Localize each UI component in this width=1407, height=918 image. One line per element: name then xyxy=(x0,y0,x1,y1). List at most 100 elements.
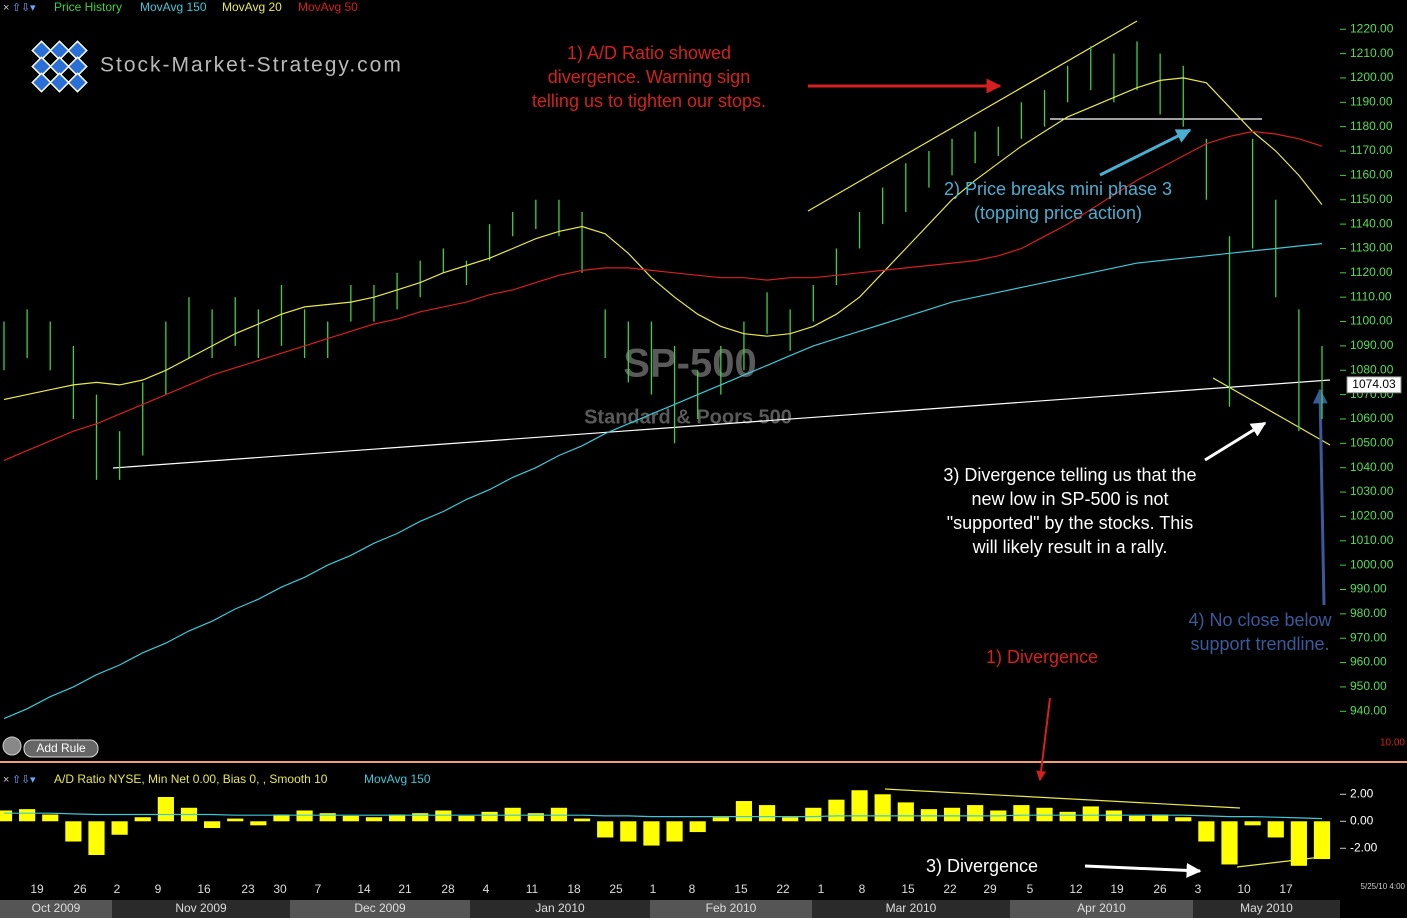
x-tick-label: 7 xyxy=(315,882,322,896)
toolbar-icons: × ⇧ ⇩ ▾ × ⇧ ⇩ ▾ xyxy=(3,2,36,786)
button-label[interactable]: Add Rule xyxy=(36,741,86,755)
y-tick-label: 950.00 xyxy=(1350,679,1387,693)
y-tick-label: 1020.00 xyxy=(1350,509,1394,523)
annotation: 1) A/D Ratio showed xyxy=(567,43,731,63)
bar xyxy=(296,810,313,822)
bar xyxy=(504,807,521,822)
annotation: telling us to tighten our stops. xyxy=(532,91,766,111)
line xyxy=(3,77,1323,401)
bar xyxy=(42,814,59,822)
bar xyxy=(388,814,406,822)
svg-text:▾: ▾ xyxy=(30,774,36,786)
arrows xyxy=(808,78,1328,878)
bar xyxy=(874,794,891,822)
x-tick-label: 23 xyxy=(241,882,255,896)
annotation: (topping price action) xyxy=(974,203,1142,223)
legend-entry: MovAvg 150 xyxy=(140,0,207,14)
month-label: Dec 2009 xyxy=(354,901,406,915)
chart-subtitle: Standard & Poors 500 xyxy=(584,406,792,428)
x-tick-label: 25 xyxy=(609,882,623,896)
y-tick-label: 1000.00 xyxy=(1350,557,1394,571)
bar xyxy=(1013,805,1030,822)
bar xyxy=(920,809,938,822)
x-tick-label: 4 xyxy=(483,882,490,896)
y-tick-label: 1080.00 xyxy=(1350,362,1394,376)
x-tick-label: 22 xyxy=(776,882,790,896)
annotation: "supported" by the stocks. This xyxy=(947,513,1194,533)
x-tick-label: 9 xyxy=(155,882,162,896)
bar xyxy=(943,807,961,822)
bar xyxy=(273,814,290,822)
bar xyxy=(620,821,637,842)
watermark: Stock-Market-Strategy.com xyxy=(100,54,403,77)
x-tick-label: 19 xyxy=(30,882,44,896)
month-label: Apr 2010 xyxy=(1077,901,1126,915)
month-band xyxy=(1193,900,1340,918)
x-tick-label: 14 xyxy=(357,882,371,896)
month-band xyxy=(1010,900,1193,918)
svg-text:×: × xyxy=(3,774,9,786)
x-tick-label: 16 xyxy=(197,882,211,896)
annotation: new low in SP-500 is not xyxy=(971,489,1168,509)
x-tick-label: 15 xyxy=(901,882,915,896)
bar xyxy=(1267,821,1284,838)
bar xyxy=(365,817,383,822)
bar xyxy=(0,810,13,822)
bar xyxy=(1221,821,1238,865)
svg-text:⇩: ⇩ xyxy=(21,774,30,786)
y-tick-label: 1090.00 xyxy=(1350,338,1394,352)
y-tick-label: 970.00 xyxy=(1350,630,1387,644)
y-tick-label: 1190.00 xyxy=(1350,94,1393,108)
x-tick-label: 8 xyxy=(689,882,696,896)
svg-text:×: × xyxy=(3,2,9,14)
x-tick-label: 22 xyxy=(943,882,957,896)
annotation: 3) Divergence xyxy=(926,856,1038,876)
bar xyxy=(643,821,660,846)
x-tick-label: 11 xyxy=(526,882,539,896)
bar xyxy=(689,821,706,833)
y-tick-label: 1140.00 xyxy=(1350,216,1393,230)
bar xyxy=(204,821,221,829)
logo xyxy=(31,40,88,93)
x-tick-label: 5 xyxy=(1027,882,1034,896)
month-band xyxy=(112,900,290,918)
line xyxy=(3,130,1323,461)
y-tick-label: 1210.00 xyxy=(1350,46,1394,60)
bar xyxy=(573,818,591,822)
bar xyxy=(134,817,151,822)
bar xyxy=(1059,811,1076,822)
month-label: May 2010 xyxy=(1240,901,1293,915)
svg-text:⇧: ⇧ xyxy=(12,774,21,786)
bar xyxy=(1313,821,1331,860)
bar xyxy=(967,805,984,822)
annotation: will likely result in a rally. xyxy=(972,537,1168,557)
bar xyxy=(550,807,568,822)
bar xyxy=(111,821,128,835)
add-rule-button[interactable]: Add Rule xyxy=(2,736,99,758)
bar xyxy=(735,801,753,822)
bar xyxy=(712,817,729,822)
timestamp: 5/25/10 4:00 xyxy=(1361,882,1406,891)
y-tick-label: 1220.00 xyxy=(1350,21,1394,35)
bar xyxy=(1175,817,1192,822)
y-tick-label: 1010.00 xyxy=(1350,533,1394,547)
bar xyxy=(828,799,845,822)
y-tick-label: 0.00 xyxy=(1350,813,1374,827)
y-tick-label: 1120.00 xyxy=(1350,265,1393,279)
x-tick-label: 8 xyxy=(859,882,866,896)
y-tick-label: 1160.00 xyxy=(1350,168,1393,182)
bar xyxy=(1244,821,1261,826)
svg-text:⇩: ⇩ xyxy=(21,2,30,14)
bar xyxy=(319,813,336,822)
y-tick-label: 2.00 xyxy=(1350,786,1374,800)
bar xyxy=(897,802,914,822)
bar xyxy=(88,821,105,856)
y-tick-label: 940.00 xyxy=(1350,703,1387,717)
y-tick-label: 1180.00 xyxy=(1350,119,1393,133)
bar xyxy=(227,818,244,822)
y-tick-label: 1100.00 xyxy=(1350,314,1393,328)
x-tick-label: 1 xyxy=(818,882,825,896)
bar xyxy=(1198,821,1215,842)
